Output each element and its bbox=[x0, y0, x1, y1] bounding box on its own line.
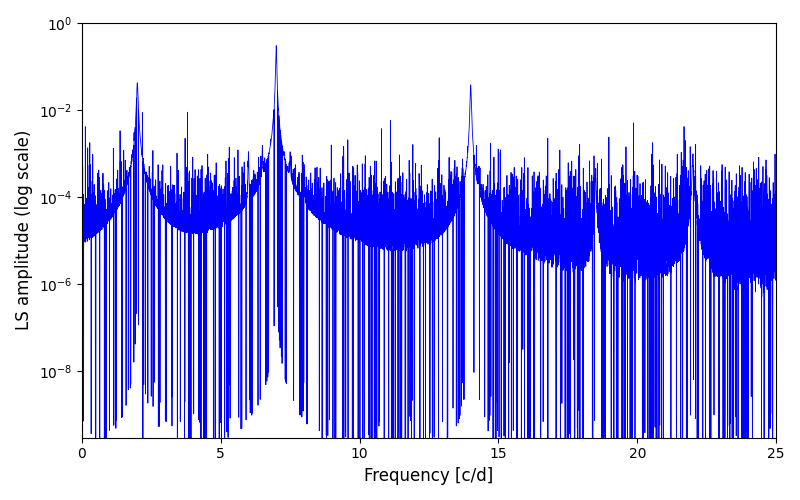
Y-axis label: LS amplitude (log scale): LS amplitude (log scale) bbox=[15, 130, 33, 330]
X-axis label: Frequency [c/d]: Frequency [c/d] bbox=[364, 467, 494, 485]
